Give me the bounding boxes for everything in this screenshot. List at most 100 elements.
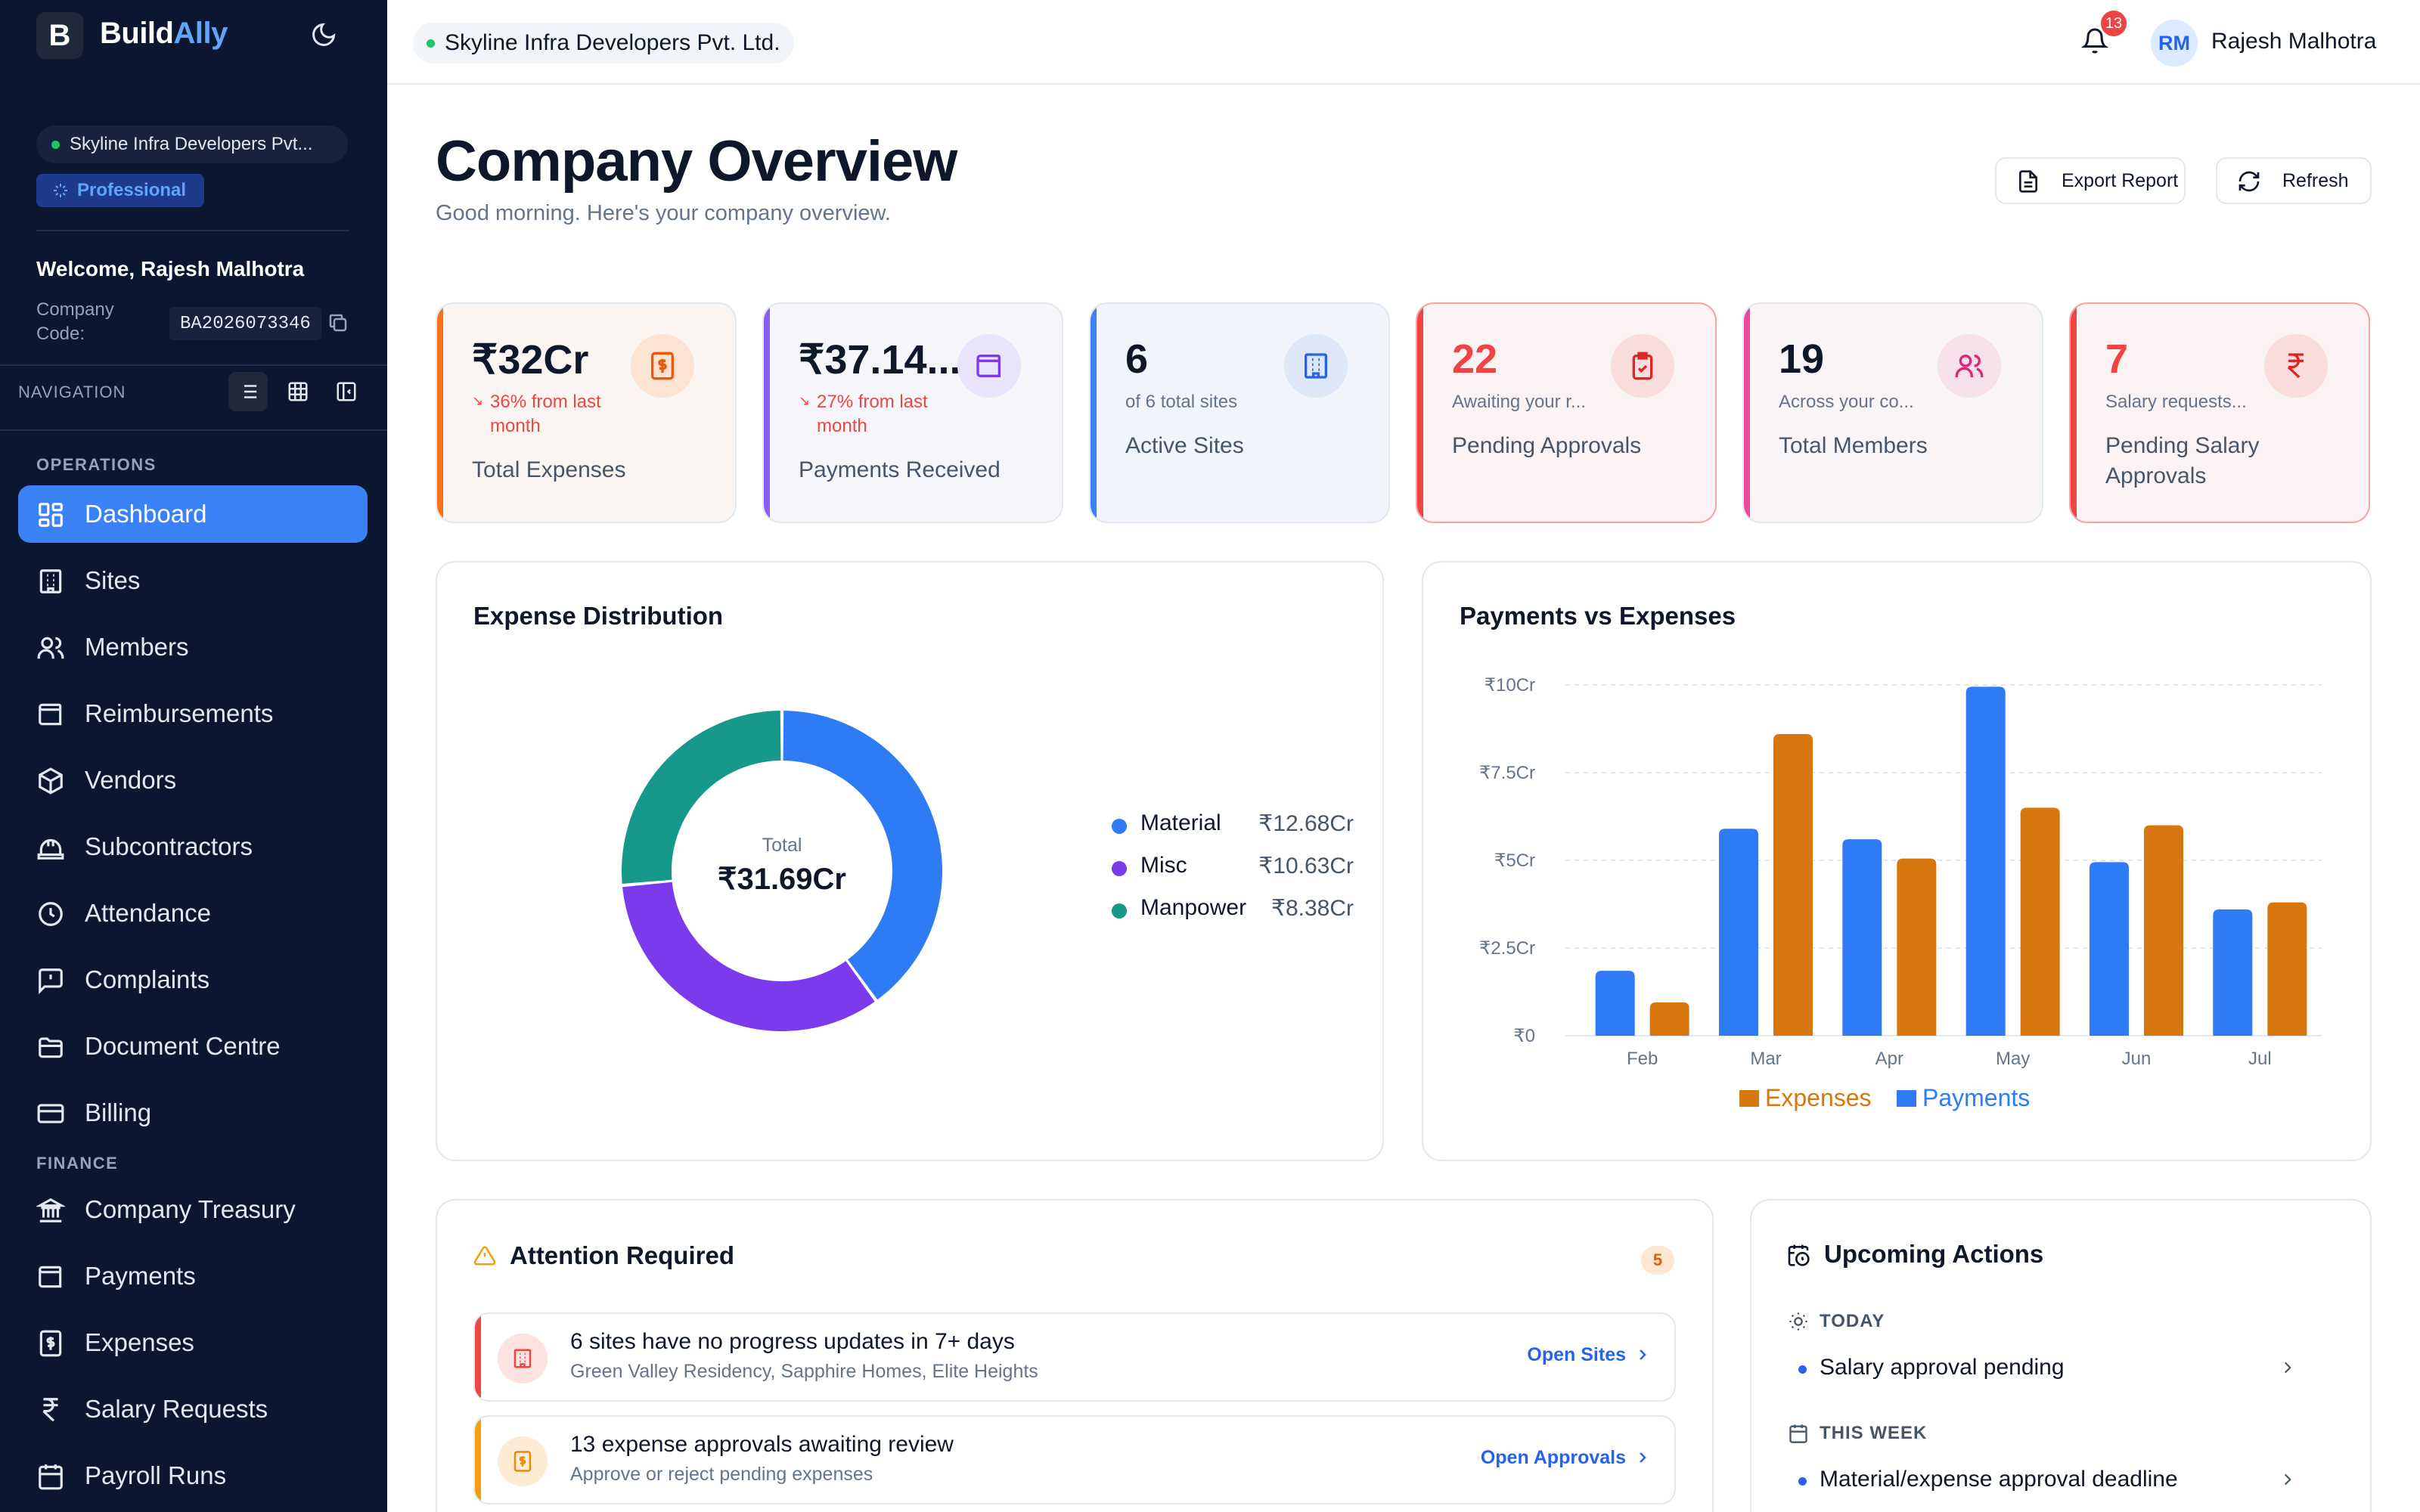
list-view-button[interactable] xyxy=(228,372,268,411)
y-tick-label: ₹10Cr xyxy=(1485,675,1535,696)
chevron-right-icon xyxy=(2278,1470,2297,1489)
item-accent xyxy=(475,1314,481,1400)
refresh-button[interactable]: Refresh xyxy=(2216,157,2372,204)
refresh-icon xyxy=(2237,169,2261,194)
sidebar-item-label: Dashboard xyxy=(85,500,207,528)
stat-trend: 36% from last month xyxy=(490,392,601,436)
legend-swatch xyxy=(1112,861,1127,876)
open-sites-link[interactable]: Open Sites xyxy=(1527,1344,1652,1366)
stat-label: Active Sites xyxy=(1125,433,1244,458)
bar-payments-jul[interactable] xyxy=(2213,909,2253,1036)
sidebar-item-subcontractors[interactable]: Subcontractors xyxy=(18,818,368,875)
upcoming-item-salary-approval[interactable]: Salary approval pending xyxy=(1798,1355,2297,1380)
sidebar-item-expenses[interactable]: Expenses xyxy=(18,1314,368,1371)
attention-item-subtitle: Approve or reject pending expenses xyxy=(570,1464,873,1485)
stat-card-active-sites[interactable]: 6 of 6 total sites Active Sites xyxy=(1089,302,1390,523)
avatar[interactable]: RM xyxy=(2151,20,2198,67)
divider xyxy=(36,230,349,231)
open-sites-label: Open Sites xyxy=(1527,1344,1626,1365)
building-icon xyxy=(1284,334,1348,398)
sidebar-item-document-centre[interactable]: Document Centre xyxy=(18,1018,368,1075)
receipt-dollar-icon xyxy=(631,334,694,398)
donut-slice-misc[interactable] xyxy=(622,881,875,1031)
attention-item-sites[interactable]: 6 sites have no progress updates in 7+ d… xyxy=(473,1312,1676,1402)
bell-icon[interactable] xyxy=(2081,27,2108,54)
calendar-clock-icon xyxy=(1786,1243,1810,1267)
sidebar-item-members[interactable]: Members xyxy=(18,618,368,676)
sidebar-item-label: Vendors xyxy=(85,766,177,794)
bar-expenses-mar[interactable] xyxy=(1773,733,1813,1036)
sidebar-item-salary-requests[interactable]: Salary Requests xyxy=(18,1380,368,1438)
welcome-text: Welcome, Rajesh Malhotra xyxy=(36,257,305,280)
item-accent xyxy=(475,1417,481,1503)
moon-icon[interactable] xyxy=(310,21,337,48)
collapse-sidebar-button[interactable] xyxy=(327,372,366,411)
company-switcher[interactable]: Skyline Infra Developers Pvt... xyxy=(36,125,348,163)
stat-label: Payments Received xyxy=(799,457,1001,482)
sidebar-item-attendance[interactable]: Attendance xyxy=(18,885,368,942)
navigation-title: NAVIGATION xyxy=(18,383,126,401)
stat-subtext: Across your co... xyxy=(1779,392,1914,412)
grid-view-button[interactable] xyxy=(278,372,318,411)
bar-payments-may[interactable] xyxy=(1965,686,2006,1036)
topbar-company[interactable]: Skyline Infra Developers Pvt. Ltd. xyxy=(413,23,794,64)
open-approvals-link[interactable]: Open Approvals xyxy=(1481,1447,1652,1469)
sidebar-item-reimbursements[interactable]: Reimbursements xyxy=(18,685,368,742)
stat-card-pending-approvals[interactable]: 22 Awaiting your r... Pending Approvals xyxy=(1416,302,1717,523)
attention-item-subtitle: Green Valley Residency, Sapphire Homes, … xyxy=(570,1361,1038,1382)
sidebar-item-label: Payments xyxy=(85,1262,196,1290)
x-tick-label: Jun xyxy=(2122,1049,2152,1069)
stat-value: 7 xyxy=(2105,336,2129,382)
stat-card-total-members[interactable]: 19 Across your co... Total Members xyxy=(1742,302,2043,523)
legend-swatch-expenses xyxy=(1739,1090,1759,1107)
legend-label-payments[interactable]: Payments xyxy=(1922,1084,2030,1111)
export-report-button[interactable]: Export Report xyxy=(1995,157,2186,204)
stat-subtext: of 6 total sites xyxy=(1125,392,1238,412)
user-name[interactable]: Rajesh Malhotra xyxy=(2211,29,2377,54)
sidebar-item-payments[interactable]: Payments xyxy=(18,1247,368,1305)
stat-card-total-expenses[interactable]: ₹32Cr ↘ 36% from last month Total Expens… xyxy=(436,302,737,523)
bar-expenses-apr[interactable] xyxy=(1897,858,1937,1036)
donut-slice-manpower[interactable] xyxy=(622,711,781,884)
stat-card-payments-received[interactable]: ₹37.14... ↘ 27% from last month Payments… xyxy=(762,302,1063,523)
attention-item-expense-approvals[interactable]: 13 expense approvals awaiting review App… xyxy=(473,1415,1676,1504)
expense-donut-chart xyxy=(622,711,942,1031)
brand-name: BuildAlly xyxy=(100,17,228,51)
bullet-dot xyxy=(1798,1477,1807,1486)
card-accent xyxy=(2071,304,2077,522)
bar-payments-jun[interactable] xyxy=(2090,862,2129,1036)
attention-count-badge: 5 xyxy=(1641,1246,1674,1275)
sidebar-item-payroll-runs[interactable]: Payroll Runs xyxy=(18,1447,368,1504)
topbar-company-label: Skyline Infra Developers Pvt. Ltd. xyxy=(445,30,780,55)
sidebar-item-sites[interactable]: Sites xyxy=(18,552,368,609)
stat-card-pending-salary-approvals[interactable]: 7 Salary requests... Pending Salary Appr… xyxy=(2069,302,2370,523)
bar-expenses-jul[interactable] xyxy=(2267,902,2307,1036)
upcoming-item-material-deadline[interactable]: Material/expense approval deadline xyxy=(1798,1467,2297,1492)
wallet-icon xyxy=(36,700,65,729)
box-icon xyxy=(36,767,65,795)
x-tick-label: Feb xyxy=(1627,1049,1658,1069)
section-label-operations: OPERATIONS xyxy=(36,455,157,474)
alert-triangle-icon xyxy=(473,1244,496,1267)
bar-payments-mar[interactable] xyxy=(1719,829,1758,1036)
bar-expenses-may[interactable] xyxy=(2020,807,2060,1036)
plan-badge-label: Professional xyxy=(77,180,187,200)
sidebar-item-company-treasury[interactable]: Company Treasury xyxy=(18,1181,368,1238)
bar-expenses-jun[interactable] xyxy=(2144,825,2183,1036)
upcoming-today-text: TODAY xyxy=(1820,1311,1885,1331)
copy-icon[interactable] xyxy=(327,311,349,334)
sidebar-item-label: Members xyxy=(85,633,189,661)
sidebar-item-vendors[interactable]: Vendors xyxy=(18,751,368,809)
bar-payments-feb[interactable] xyxy=(1595,971,1635,1036)
sidebar-item-dashboard[interactable]: Dashboard xyxy=(18,485,368,543)
legend-label-expenses[interactable]: Expenses xyxy=(1765,1084,1872,1111)
file-text-icon xyxy=(2016,169,2040,194)
card-accent xyxy=(764,304,770,522)
chevron-right-icon xyxy=(1634,1346,1652,1364)
bar-expenses-feb[interactable] xyxy=(1649,1002,1689,1036)
bar-payments-apr[interactable] xyxy=(1842,839,1882,1036)
brand-logo[interactable]: B xyxy=(36,12,83,59)
sidebar-item-complaints[interactable]: Complaints xyxy=(18,951,368,1009)
donut-slice-material[interactable] xyxy=(783,711,942,1000)
sidebar-item-billing[interactable]: Billing xyxy=(18,1084,368,1142)
